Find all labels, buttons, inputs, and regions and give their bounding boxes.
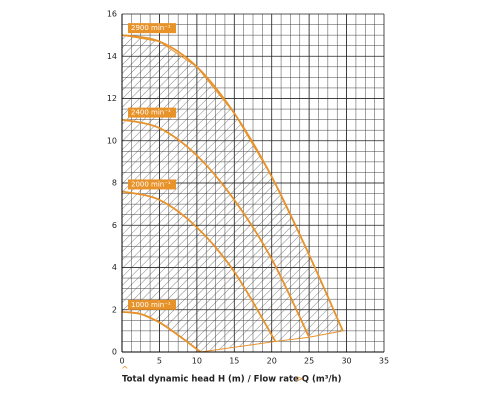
y-tick-label: 4: [112, 263, 117, 272]
x-tick-label: 0: [119, 357, 124, 366]
curve-label: 1000 min⁻¹: [131, 301, 171, 309]
x-tick-label: 25: [304, 357, 314, 366]
x-tick-label: 15: [229, 357, 239, 366]
y-tick-label: 16: [107, 10, 117, 19]
curve-label-box: [128, 23, 176, 34]
decor-arrow: >: [296, 375, 304, 385]
curve-label-box: [128, 179, 176, 190]
y-tick-label: 10: [107, 136, 117, 145]
x-tick-label: 5: [157, 357, 162, 366]
curve-label-box: [128, 299, 176, 310]
y-tick-label: 14: [107, 52, 117, 61]
curve: [121, 34, 344, 332]
x-axis-label: Total dynamic head H (m) / Flow rate Q (…: [122, 375, 342, 385]
curve: [121, 310, 202, 353]
decor-caret: ^: [121, 366, 129, 376]
y-tick-label: 8: [112, 179, 117, 188]
curve-label: 2000 min⁻¹: [131, 180, 171, 188]
curve: [121, 118, 310, 338]
x-tick-label: 35: [379, 357, 389, 366]
curve-label: 2400 min⁻¹: [131, 109, 171, 117]
y-tick-label: 12: [107, 94, 117, 103]
y-tick-label: 6: [112, 221, 117, 230]
curve-label: 2900 min⁻¹: [131, 24, 171, 32]
curve-label-box: [128, 107, 176, 118]
x-tick-label: 30: [341, 357, 351, 366]
y-tick-label: 0: [112, 348, 117, 357]
x-tick-label: 10: [192, 357, 202, 366]
x-tick-label: 20: [267, 357, 277, 366]
y-tick-label: 2: [112, 305, 117, 314]
curve: [121, 190, 277, 342]
